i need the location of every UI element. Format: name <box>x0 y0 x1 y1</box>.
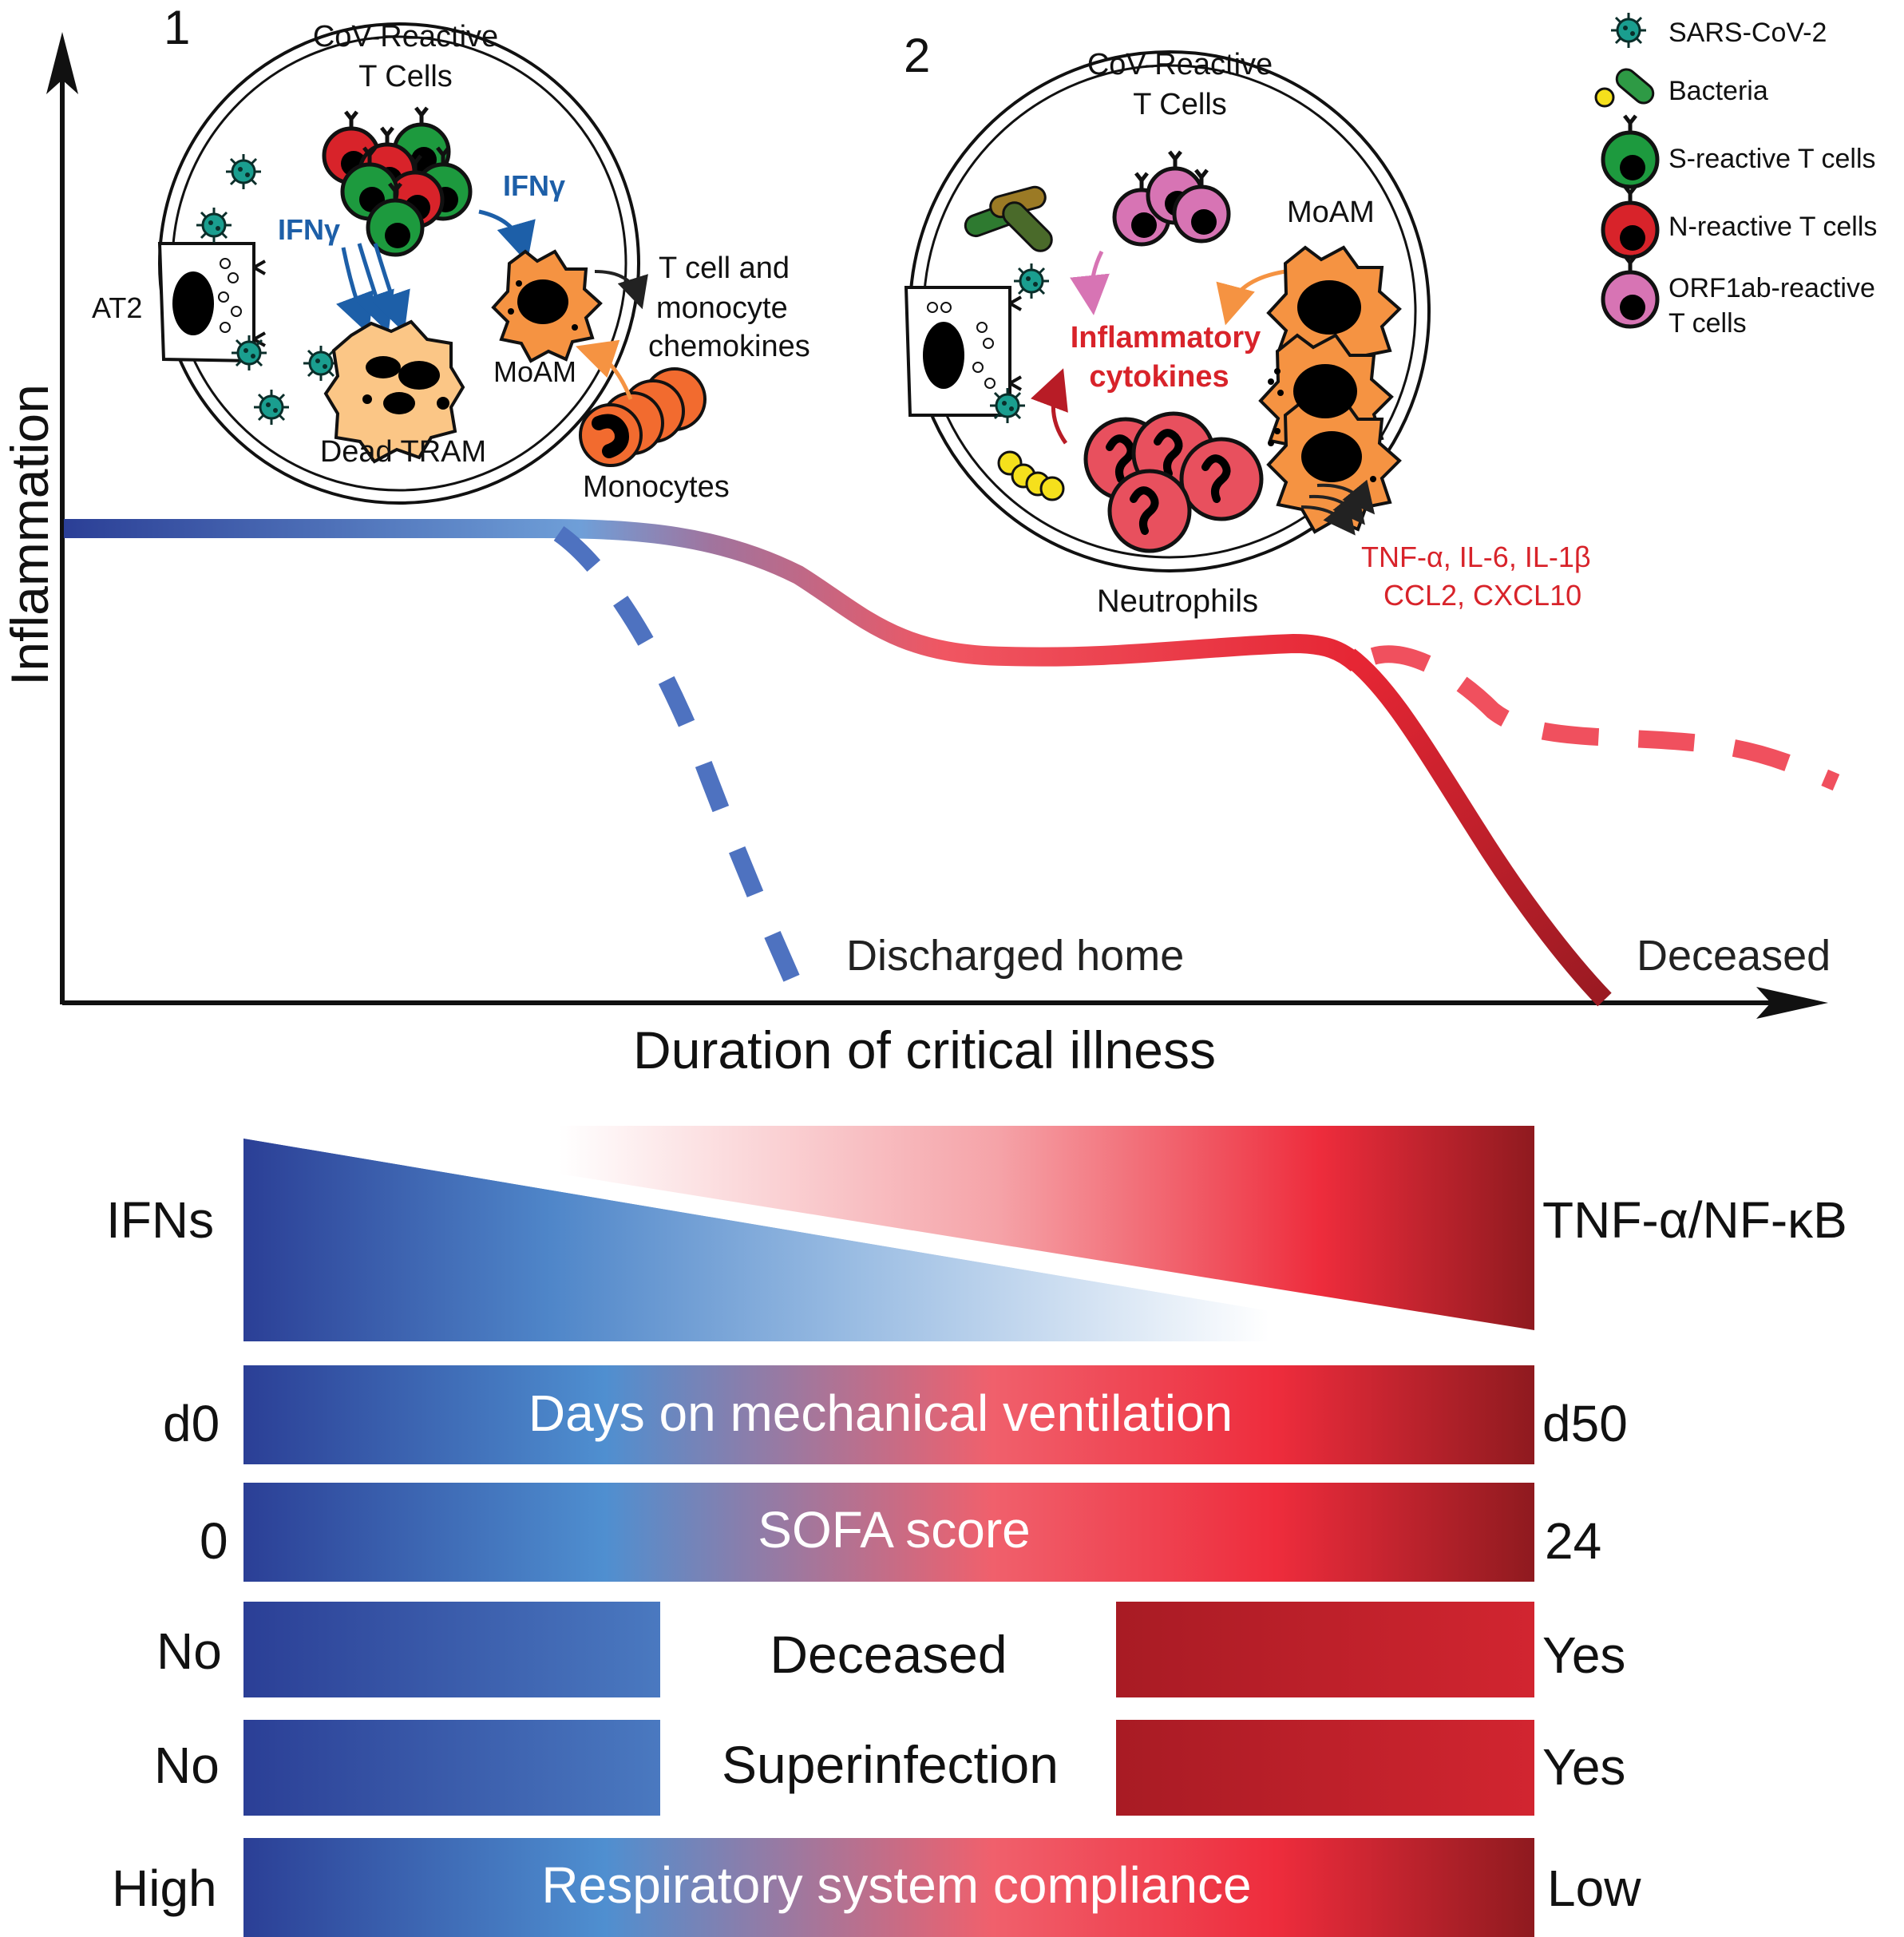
tnf-nfkb-label: TNF-α/NF-κB <box>1542 1191 1847 1249</box>
y-axis-label: Inflammation <box>0 384 59 686</box>
x-axis-arrow-icon <box>1756 987 1828 1019</box>
bacteria-icon <box>964 185 1053 252</box>
y-axis-arrow-icon <box>46 32 78 94</box>
main-inflammation-curve <box>64 519 1364 672</box>
sofa-bar <box>243 1483 1534 1582</box>
legend: SARS-CoV-2 Bacteria S-reactive T cells N… <box>1594 11 1877 339</box>
monocyte-stack <box>579 367 707 467</box>
at2-cell-2 <box>904 286 1022 417</box>
ventilation-bar <box>243 1365 1534 1464</box>
compliance-left-label: High <box>112 1860 217 1917</box>
t-cell-icon <box>1603 255 1657 327</box>
cytokines-label-1: Inflammatory <box>1071 321 1261 355</box>
virus-icon <box>1012 262 1051 300</box>
chemokines-line2: monocyte <box>656 291 788 325</box>
legend-label-bacteria: Bacteria <box>1668 76 1768 106</box>
ifng-left-label: IFNγ <box>278 213 340 246</box>
ifns-label: IFNs <box>106 1191 214 1249</box>
deceased-bar-label: Deceased <box>770 1625 1007 1684</box>
superinfection-no-block <box>243 1720 660 1816</box>
monocyte-recruit-arrow <box>576 339 633 400</box>
deceased-right-label: Yes <box>1542 1626 1625 1684</box>
dead-tram-label: Dead TRAM <box>320 435 486 469</box>
chemokine-arrow <box>594 270 648 310</box>
moam-cytokine-arrow <box>1216 269 1286 326</box>
discharged-dashed-curve <box>553 525 813 1012</box>
inflammation-curves <box>64 519 1840 1012</box>
neutrophil-cytokine-arrow <box>1031 368 1068 445</box>
ifng-right-label: IFNγ <box>503 169 565 202</box>
panel-1: 1 CoV-Reactive T Cells AT2 <box>92 1 810 505</box>
dead-tram-cell <box>323 319 465 464</box>
discharged-label: Discharged home <box>846 932 1184 980</box>
ifn-tnf-bar <box>243 1126 1534 1341</box>
virus-icon <box>224 153 263 191</box>
cytokine-list-2: CCL2, CXCL10 <box>1383 579 1581 612</box>
compliance-bar <box>243 1838 1534 1937</box>
sofa-bar-label: SOFA score <box>758 1501 1030 1559</box>
tnf-wedge <box>559 1126 1534 1330</box>
moam-cluster <box>1258 245 1402 534</box>
moam-cell <box>491 249 603 363</box>
t-cell-icon <box>1603 116 1657 187</box>
moam-label-1: MoAM <box>493 355 576 388</box>
ventilation-left-label: d0 <box>163 1395 220 1452</box>
x-axis-label: Duration of critical illness <box>633 1020 1216 1079</box>
chemokines-line3: chemokines <box>648 330 810 363</box>
compliance-right-label: Low <box>1547 1860 1641 1917</box>
deceased-curve <box>1343 648 1612 1007</box>
virus-icon <box>988 386 1027 425</box>
superinfection-bar-label: Superinfection <box>722 1735 1059 1794</box>
panel-2-title-line2: T Cells <box>1133 88 1227 121</box>
cytokine-release-arrows <box>1300 479 1376 536</box>
at2-cell <box>157 242 266 363</box>
chemokines-line1: T cell and <box>659 252 790 285</box>
bacteria-cocci <box>997 450 1065 501</box>
virus-icon <box>195 206 233 244</box>
legend-label-n-reactive: N-reactive T cells <box>1668 212 1877 242</box>
virus-icon <box>252 388 291 426</box>
neutrophil-cluster <box>1086 414 1261 551</box>
monocytes-label: Monocytes <box>583 470 730 504</box>
legend-label-virus: SARS-CoV-2 <box>1668 18 1827 48</box>
survivor-dashed-curve <box>1370 645 1840 791</box>
t-cell-cluster <box>324 108 470 255</box>
legend-label-orf1ab: ORF1ab-reactive <box>1668 273 1875 303</box>
moam-label-2: MoAM <box>1287 196 1375 229</box>
cytokine-list-1: TNF-α, IL-6, IL-1β <box>1361 541 1591 573</box>
compliance-bar-label: Respiratory system compliance <box>541 1856 1251 1914</box>
legend-label-s-reactive: S-reactive T cells <box>1668 144 1876 174</box>
neutrophils-label: Neutrophils <box>1097 584 1258 619</box>
tcell-cytokine-arrow <box>1070 250 1110 315</box>
cytokines-label-2: cytokines <box>1089 360 1229 394</box>
t-cell-icon <box>1603 186 1657 257</box>
deceased-yes-block <box>1116 1602 1534 1697</box>
ifng-arrows <box>336 209 536 335</box>
deceased-outcome-label: Deceased <box>1637 932 1831 980</box>
plot-axes <box>46 32 1828 1019</box>
at2-label: AT2 <box>92 291 142 324</box>
superinfection-left-label: No <box>154 1737 220 1794</box>
sofa-left-label: 0 <box>200 1512 228 1570</box>
panel-1-title-line2: T Cells <box>358 60 453 93</box>
superinfection-right-label: Yes <box>1542 1738 1625 1796</box>
panel-1-title-line1: CoV-Reactive <box>313 20 498 53</box>
panel-2: 2 CoV-Reactive T Cells <box>904 29 1591 619</box>
virus-icon <box>230 334 268 372</box>
ventilation-bar-label: Days on mechanical ventilation <box>528 1384 1233 1442</box>
orf1ab-t-cells <box>1114 152 1229 244</box>
legend-label-orf1ab-line2: T cells <box>1668 308 1747 339</box>
superinfection-yes-block <box>1116 1720 1534 1816</box>
panel-2-title-line1: CoV-Reactive <box>1087 48 1273 81</box>
sofa-right-label: 24 <box>1545 1512 1601 1570</box>
panel-1-number: 1 <box>164 1 190 54</box>
ventilation-right-label: d50 <box>1542 1395 1628 1452</box>
deceased-left-label: No <box>156 1622 222 1680</box>
panel-2-number: 2 <box>904 29 930 82</box>
bacteria-icon <box>1594 68 1655 108</box>
deceased-no-block <box>243 1602 660 1697</box>
virus-icon <box>1609 11 1648 50</box>
